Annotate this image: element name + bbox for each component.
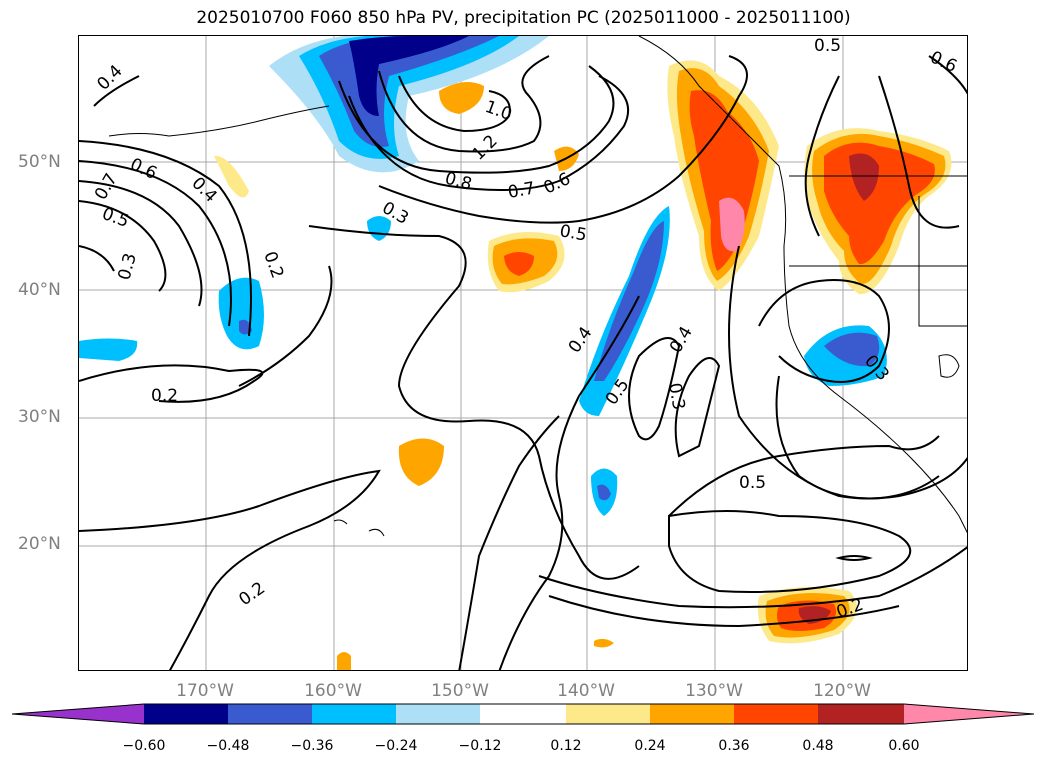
contour-label: 0.3 [664,381,688,411]
lat-label-40n: 40°N [18,280,61,300]
contour-label-group: 0.4 1.0 1.2 0.8 0.7 0.6 0.5 0.6 0.7 0.5 … [91,36,960,623]
contour-label: 0.2 [259,249,287,281]
map-canvas: 0.4 1.0 1.2 0.8 0.7 0.6 0.5 0.6 0.7 0.5 … [79,36,967,670]
lon-label-120w: 120°W [813,681,871,701]
colorbar-segment [396,704,480,724]
contour-label: 0.6 [541,169,574,199]
colorbar-segment [144,704,228,724]
contour-label: 0.5 [814,36,841,56]
contour-label: 0.4 [93,61,126,94]
contour-label: 0.5 [739,473,766,493]
colorbar-tick-label: −0.24 [374,738,418,754]
contour-label: 0.3 [115,251,141,282]
negative-anomaly-regions [79,36,887,516]
contour-label: 0.4 [565,323,597,357]
lon-label-160w: 160°W [304,681,362,701]
lat-label-50n: 50°N [18,152,61,172]
lon-label-170w: 170°W [176,681,234,701]
contour-label: 0.5 [99,204,131,232]
colorbar-tick-label: 0.24 [634,738,666,754]
colorbar-tick-label: −0.48 [206,738,250,754]
map-title: 2025010700 F060 850 hPa PV, precipitatio… [196,8,851,28]
colorbar-tick-label: 0.60 [888,738,920,754]
contour-label: 0.5 [558,221,588,245]
colorbar-tick-label: 0.12 [550,738,582,754]
positive-anomaly-regions [214,60,952,670]
colorbar-segment [904,704,1034,724]
coastlines [108,36,967,537]
lon-label-140w: 140°W [557,681,615,701]
colorbar-outline [11,703,1035,725]
colorbar-segment [818,704,904,724]
contour-label: 1.2 [468,131,501,164]
colorbar-segment [734,704,818,724]
colorbar-segment [12,704,144,724]
lat-label-20n: 20°N [18,534,61,554]
contour-label: 0.2 [235,578,269,610]
colorbar-segment [312,704,396,724]
map-panel: 0.4 1.0 1.2 0.8 0.7 0.6 0.5 0.6 0.7 0.5 … [78,35,968,671]
colorbar-tick-label: −0.36 [290,738,334,754]
contour-label: 0.7 [91,170,122,203]
contour-label: 1.0 [482,97,514,125]
lon-label-130w: 130°W [685,681,743,701]
colorbar-tick-label: −0.60 [122,738,166,754]
contour-label: 0.6 [127,154,160,184]
colorbar-segment [228,704,312,724]
lon-label-150w: 150°W [431,681,489,701]
colorbar-segment [650,704,734,724]
colorbar-tick-label: −0.12 [458,738,502,754]
contour-label: 0.4 [666,323,697,356]
contour-label: 0.6 [927,47,960,77]
contour-label: 0.2 [151,386,178,406]
colorbar-tick-label: 0.48 [802,738,834,754]
colorbar-tick-label: 0.36 [718,738,750,754]
contour-label: 0.4 [187,173,220,206]
colorbar-segment [566,704,650,724]
colorbar [11,703,1035,725]
colorbar-segment [480,704,566,724]
pv-contours [79,55,967,670]
lat-label-30n: 30°N [18,407,61,427]
contour-label: 0.7 [506,179,536,203]
